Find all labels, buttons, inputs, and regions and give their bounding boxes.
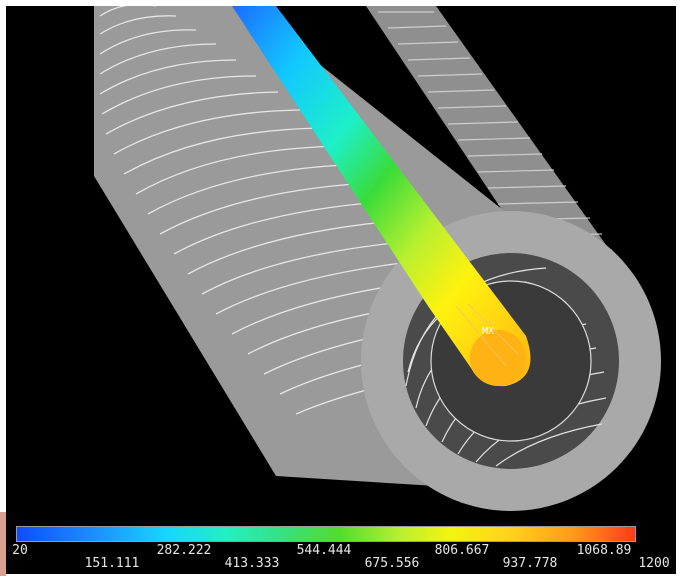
- legend-tick-label: 20: [12, 543, 28, 558]
- viewport-frame: MX 20 282.222 544.444 806.667 1068.89 15…: [6, 6, 676, 574]
- temperature-plot-viewport[interactable]: MX: [6, 6, 676, 574]
- legend-tick-label: 413.333: [224, 556, 280, 571]
- legend-tick-label: 806.667: [434, 543, 490, 558]
- legend-tick-label: 282.222: [156, 543, 212, 558]
- legend-tick-label: 151.111: [84, 556, 140, 571]
- heated-rod: [232, 6, 531, 387]
- legend-tick-label: 1200: [638, 556, 670, 571]
- legend-tick-label: 1068.89: [576, 543, 632, 558]
- legend-tick-label: 937.778: [502, 556, 558, 571]
- legend-tick-label: 544.444: [296, 543, 352, 558]
- edge-marker: [0, 512, 6, 576]
- color-scale-bar: [16, 526, 636, 542]
- legend-tick-label: 675.556: [364, 556, 420, 571]
- probe-marker-label: MX: [482, 326, 494, 337]
